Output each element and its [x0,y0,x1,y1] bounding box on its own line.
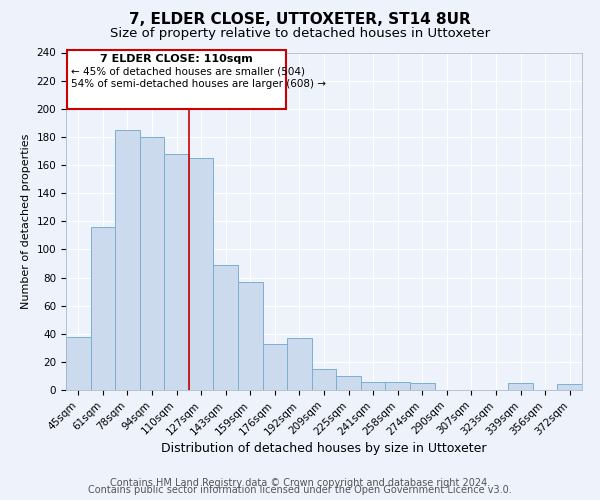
Text: 7 ELDER CLOSE: 110sqm: 7 ELDER CLOSE: 110sqm [100,54,253,64]
Text: Contains HM Land Registry data © Crown copyright and database right 2024.: Contains HM Land Registry data © Crown c… [110,478,490,488]
Y-axis label: Number of detached properties: Number of detached properties [21,134,31,309]
Bar [336,376,361,390]
Text: 7, ELDER CLOSE, UTTOXETER, ST14 8UR: 7, ELDER CLOSE, UTTOXETER, ST14 8UR [129,12,471,28]
Text: Contains public sector information licensed under the Open Government Licence v3: Contains public sector information licen… [88,485,512,495]
Text: 54% of semi-detached houses are larger (608) →: 54% of semi-detached houses are larger (… [71,79,326,89]
Bar [214,265,238,390]
Bar [287,338,312,390]
Bar [312,369,336,390]
Bar [115,130,140,390]
X-axis label: Distribution of detached houses by size in Uttoxeter: Distribution of detached houses by size … [161,442,487,455]
Bar [410,383,434,390]
Bar [385,382,410,390]
Bar [263,344,287,390]
Bar [557,384,582,390]
Bar [164,154,189,390]
Bar [140,137,164,390]
Bar [238,282,263,390]
Bar [508,383,533,390]
Bar [91,227,115,390]
Text: ← 45% of detached houses are smaller (504): ← 45% of detached houses are smaller (50… [71,66,305,76]
FancyBboxPatch shape [67,50,286,109]
Text: Size of property relative to detached houses in Uttoxeter: Size of property relative to detached ho… [110,28,490,40]
Bar [66,336,91,390]
Bar [189,158,214,390]
Bar [361,382,385,390]
